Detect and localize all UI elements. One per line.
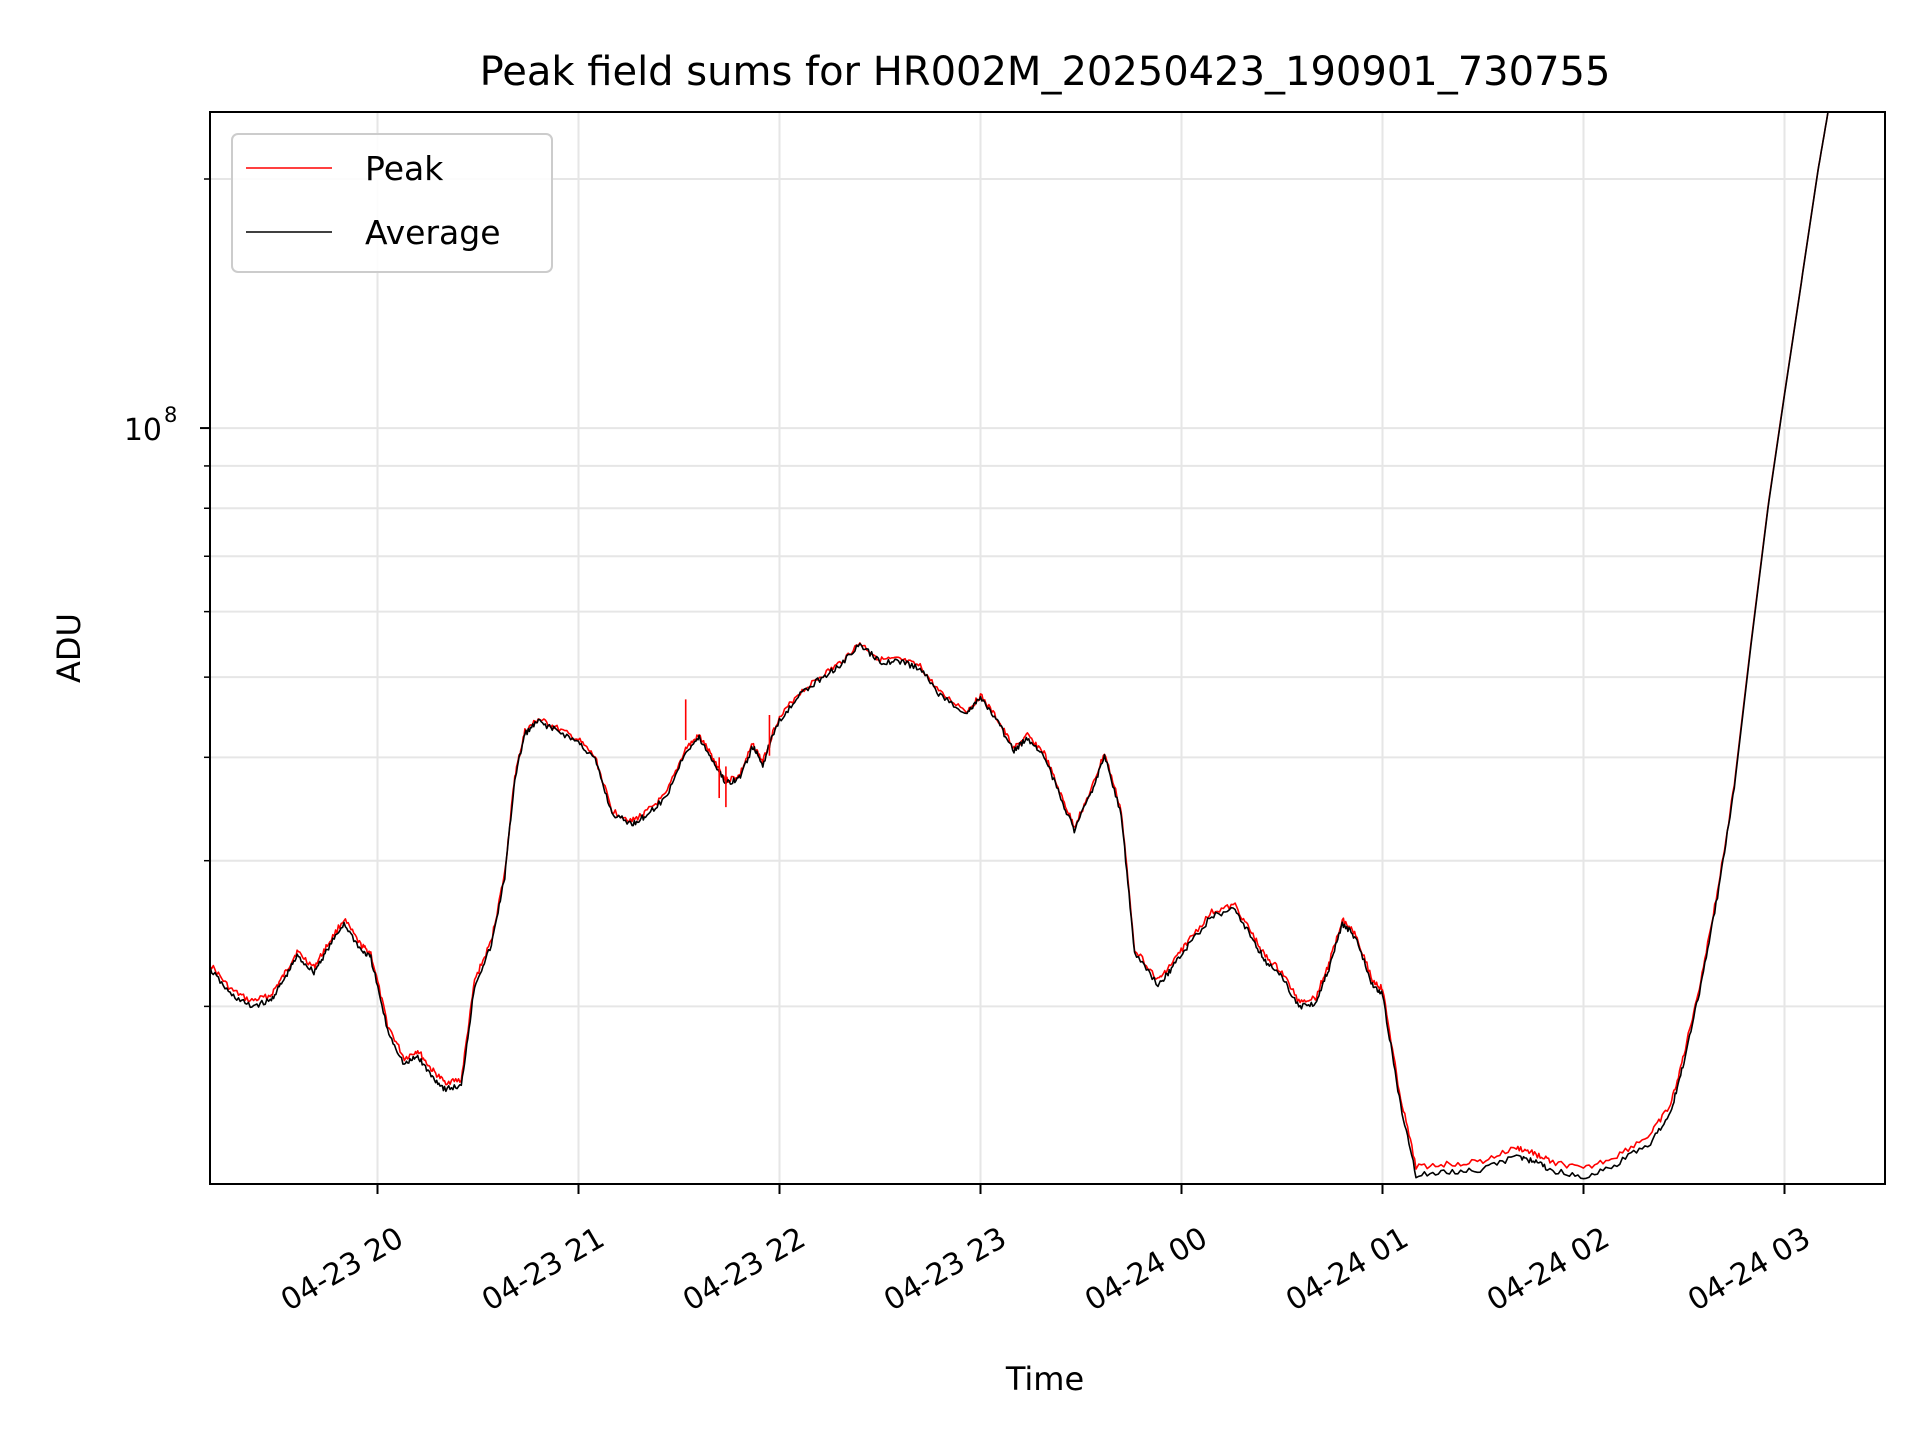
legend: Peak Average (231, 133, 553, 273)
series-line-average (209, 111, 1829, 1180)
legend-label-average: Average (365, 213, 501, 252)
legend-label-peak: Peak (365, 149, 444, 188)
y-tick-label: 10 (124, 413, 162, 448)
y-axis-label: ADU (50, 613, 88, 683)
y-axis-ticks: 10 8 (124, 178, 210, 1008)
chart-title: Peak field sums for HR002M_20250423_1909… (480, 49, 1611, 95)
series-lines (209, 111, 1829, 1180)
x-axis-label: Time (1005, 1360, 1084, 1398)
y-tick-label-exponent: 8 (164, 403, 177, 427)
plot-frame (209, 111, 1886, 1185)
grid-lines (210, 112, 1885, 1184)
